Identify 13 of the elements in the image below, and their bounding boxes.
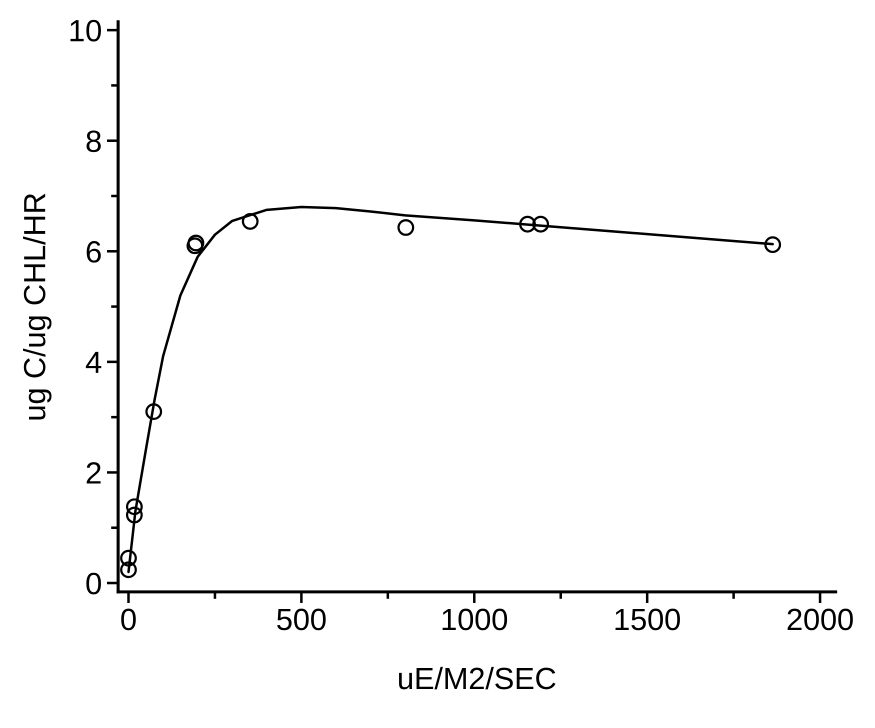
x-tick-label: 2000 <box>788 608 853 630</box>
y-axis-title: ug C/ug CHL/HR <box>23 194 52 420</box>
y-tick-label: 2 <box>86 462 101 484</box>
y-tick-label: 0 <box>86 572 101 594</box>
y-tick-label: 8 <box>86 130 101 152</box>
x-tick-label: 1000 <box>442 608 508 630</box>
x-tick-label: 0 <box>121 608 136 630</box>
y-tick-label: 4 <box>86 352 102 373</box>
x-tick-label: 500 <box>277 608 326 630</box>
y-tick-label: 10 <box>70 20 101 42</box>
y-tick-label: 6 <box>86 241 101 263</box>
x-axis-title: uE/M2/SEC <box>399 666 556 690</box>
x-tick-label: 1500 <box>616 608 680 630</box>
